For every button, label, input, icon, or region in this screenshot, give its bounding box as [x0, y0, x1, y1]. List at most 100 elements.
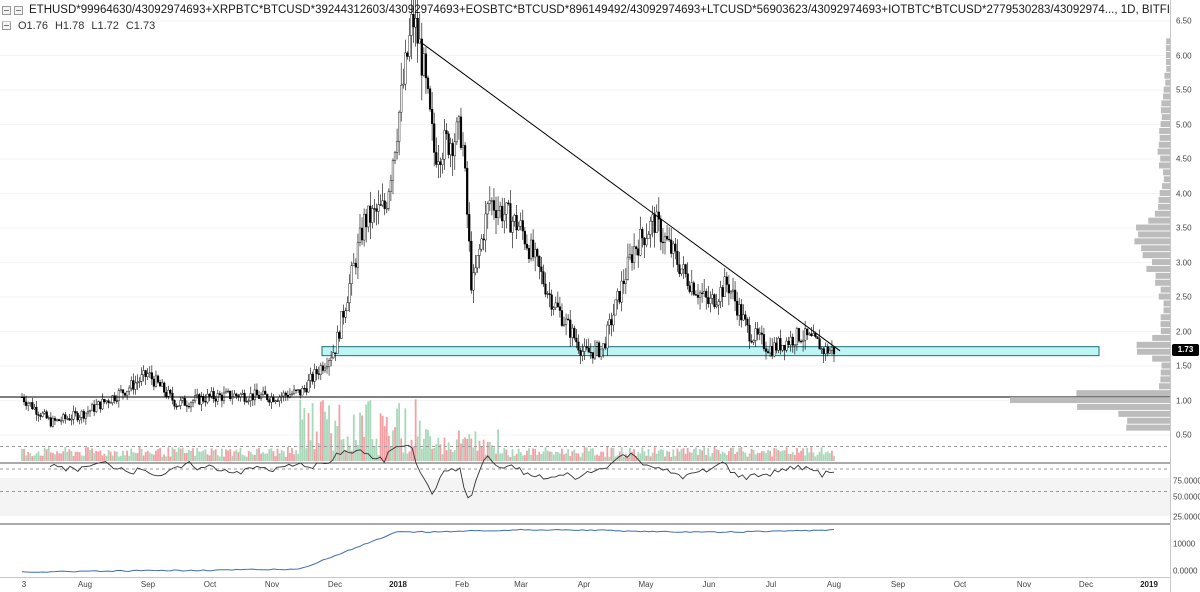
volume-bar	[97, 451, 100, 461]
candle-body	[692, 282, 695, 295]
volume-profile-bar	[1136, 224, 1170, 231]
price-axis-label: 3.00	[1176, 258, 1192, 267]
candle-body	[422, 53, 425, 76]
candle-body	[655, 211, 658, 233]
candle-body	[191, 400, 195, 404]
volume-bar	[455, 439, 458, 461]
volume-profile-bar	[1141, 245, 1170, 252]
volume-bar	[159, 447, 161, 461]
time-axis-label: 2018	[389, 580, 407, 589]
candle-body	[123, 392, 127, 396]
candle-body	[72, 411, 75, 420]
volume-bar	[64, 447, 67, 461]
candle-body	[756, 328, 759, 335]
candle-body	[830, 347, 834, 351]
volume-bar	[678, 451, 681, 461]
candle-body	[387, 191, 390, 209]
volume-bar	[280, 449, 283, 461]
volume-bar	[249, 452, 252, 461]
volume-bar	[462, 438, 464, 461]
candle-body	[773, 342, 776, 357]
volume-bar	[453, 450, 456, 461]
candle-body	[538, 255, 541, 268]
time-axis[interactable]: 3 Aug Sep Oct Nov Dec 2018 Feb Mar Apr May Jun Jul Au…	[0, 577, 1170, 592]
volume-bar	[581, 452, 584, 461]
candle-body	[707, 297, 710, 304]
candle-body	[204, 400, 207, 403]
candle-body	[194, 395, 197, 401]
volume-bar	[404, 408, 407, 461]
candle-body	[126, 390, 129, 396]
collapse-icon[interactable]	[14, 5, 23, 15]
candle-body	[88, 410, 92, 412]
volume-bar	[631, 451, 633, 461]
volume-bar	[575, 453, 578, 461]
volume-bar	[190, 450, 192, 461]
candle-body	[494, 210, 498, 218]
candle-body	[769, 346, 772, 354]
volume-bar	[390, 446, 392, 461]
volume-bar	[460, 443, 462, 461]
candle-body	[486, 203, 489, 215]
volume-bar	[23, 448, 25, 461]
volume-bar	[43, 447, 46, 461]
candle-body	[389, 179, 393, 192]
volume-bar	[89, 450, 91, 461]
volume-bar	[169, 456, 172, 461]
candle-body	[686, 273, 689, 286]
volume-bar	[627, 455, 629, 461]
candle-body	[606, 324, 609, 349]
candle-body	[604, 343, 607, 349]
candle-body	[214, 398, 217, 402]
volume-bar	[754, 454, 757, 461]
candle-body	[317, 373, 320, 375]
volume-profile-bar	[1136, 341, 1170, 348]
volume-bar	[688, 452, 691, 461]
candle-body	[241, 393, 244, 395]
candle-body	[668, 238, 671, 241]
volume-profile-bar	[1166, 45, 1170, 52]
volume-bar	[732, 447, 734, 461]
volume-bar	[387, 435, 390, 461]
volume-bar	[80, 455, 83, 461]
price-axis[interactable]: 6.50 6.00 5.50 5.00 4.50 4.00 3.50 3.00 2.50 2.00…	[1170, 0, 1200, 592]
symbol-title[interactable]: ETHUSD*99964630/43092974693+XRPBTC*BTCUS…	[29, 4, 1115, 16]
volume-profile-bar	[1160, 121, 1170, 128]
candle-body	[670, 239, 673, 254]
candle-body	[93, 404, 96, 412]
candle-body	[148, 372, 151, 374]
volume-bar	[120, 455, 122, 461]
volume-bar	[122, 450, 124, 461]
candle-body	[447, 133, 450, 155]
candle-body	[746, 318, 749, 326]
candle-body	[649, 221, 652, 235]
volume-profile-bar	[1146, 265, 1170, 272]
candle-body	[356, 242, 360, 268]
volume-bar	[509, 456, 512, 461]
price-axis-label: 3.50	[1176, 223, 1192, 233]
volume-bar	[126, 450, 129, 461]
candle-body	[311, 373, 314, 382]
volume-profile-bar	[1155, 272, 1170, 279]
candle-body	[29, 402, 32, 404]
candle-body	[358, 227, 362, 243]
candle-body	[711, 294, 714, 299]
volume-bar	[330, 433, 333, 461]
volume-bar	[785, 447, 788, 461]
volume-bar	[769, 450, 772, 461]
candle-body	[391, 160, 395, 181]
volume-bar	[493, 447, 495, 461]
collapse-icon[interactable]	[2, 5, 11, 15]
candle-body	[200, 396, 203, 405]
volume-profile-bar	[1161, 100, 1170, 107]
volume-bar	[587, 451, 590, 461]
chart-canvas[interactable]	[0, 0, 1170, 577]
price-axis-label: 1.00	[1176, 396, 1192, 405]
candle-body	[76, 412, 79, 421]
candle-body	[424, 53, 428, 79]
volume-bar	[445, 450, 448, 461]
rsi-axis-label: 25.0000	[1173, 512, 1200, 522]
volume-bar	[196, 447, 199, 461]
candle-body	[614, 299, 617, 316]
volume-bar	[206, 454, 209, 461]
